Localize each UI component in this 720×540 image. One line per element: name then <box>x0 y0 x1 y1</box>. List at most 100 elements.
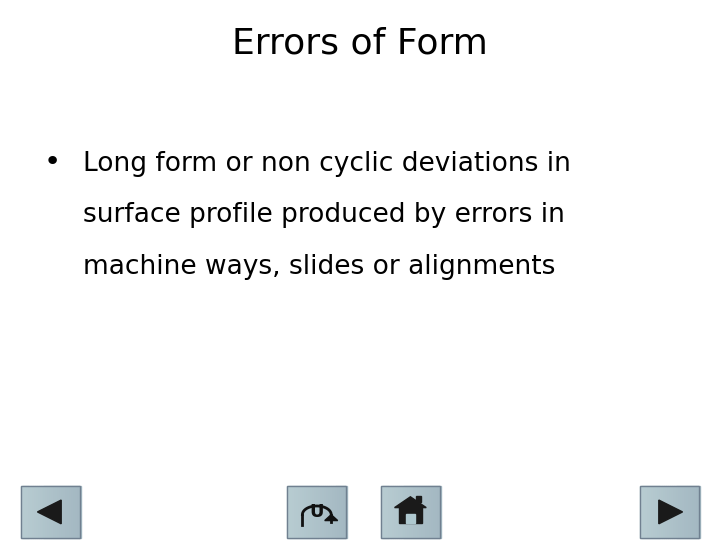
Bar <box>307 486 310 538</box>
Bar <box>697 486 700 538</box>
Bar <box>289 486 292 538</box>
Bar <box>667 486 670 538</box>
Bar <box>320 486 323 538</box>
Polygon shape <box>395 497 426 508</box>
Polygon shape <box>37 500 61 524</box>
Bar <box>691 486 694 538</box>
Bar <box>287 486 346 538</box>
Bar <box>381 486 440 538</box>
Bar <box>434 486 437 538</box>
Text: U: U <box>310 503 324 521</box>
Bar <box>323 486 325 538</box>
Bar <box>315 486 318 538</box>
Bar <box>291 486 294 538</box>
Bar <box>662 486 665 538</box>
Bar <box>399 507 422 523</box>
Bar <box>430 486 433 538</box>
Text: Long form or non cyclic deviations in: Long form or non cyclic deviations in <box>83 151 571 177</box>
Bar <box>39 486 41 538</box>
Bar <box>670 486 672 538</box>
Bar <box>328 486 331 538</box>
Bar <box>644 486 647 538</box>
Bar <box>422 486 425 538</box>
Bar <box>696 486 698 538</box>
Bar <box>418 486 421 538</box>
Bar <box>666 486 668 538</box>
Bar <box>654 486 657 538</box>
Bar <box>336 486 339 538</box>
Bar <box>23 486 25 538</box>
Bar <box>31 486 33 538</box>
Bar <box>664 486 667 538</box>
Bar <box>389 486 392 538</box>
Bar <box>311 486 314 538</box>
Bar <box>395 486 397 538</box>
Bar <box>414 486 417 538</box>
Bar <box>392 486 395 538</box>
Bar <box>45 486 48 538</box>
Text: machine ways, slides or alignments: machine ways, slides or alignments <box>83 254 555 280</box>
Bar <box>24 486 27 538</box>
Bar <box>40 486 43 538</box>
Bar <box>299 486 302 538</box>
Bar <box>32 486 35 538</box>
Bar <box>60 486 63 538</box>
Bar <box>660 486 662 538</box>
Bar <box>54 486 57 538</box>
Bar <box>293 486 296 538</box>
Bar <box>76 486 78 538</box>
Bar <box>688 486 690 538</box>
Bar <box>29 486 32 538</box>
Bar <box>693 486 696 538</box>
Bar <box>78 486 81 538</box>
Bar <box>50 486 53 538</box>
Bar <box>424 486 427 538</box>
Bar <box>681 486 684 538</box>
Bar <box>436 486 438 538</box>
Bar <box>381 486 384 538</box>
Bar <box>37 486 40 538</box>
Bar <box>62 486 65 538</box>
Bar <box>400 486 403 538</box>
Bar <box>640 486 699 538</box>
Bar <box>432 486 435 538</box>
Bar <box>21 486 24 538</box>
Bar <box>301 486 304 538</box>
Bar <box>658 486 660 538</box>
Bar <box>408 486 411 538</box>
Bar <box>650 486 652 538</box>
Bar <box>303 486 306 538</box>
Bar <box>413 486 415 538</box>
Bar <box>56 486 59 538</box>
Bar <box>53 486 55 538</box>
Bar <box>297 486 300 538</box>
Bar <box>305 486 307 538</box>
Bar <box>74 486 77 538</box>
Text: •: • <box>43 148 60 177</box>
Bar <box>438 486 441 538</box>
Bar <box>640 486 643 538</box>
Bar <box>410 486 413 538</box>
Bar <box>383 486 385 538</box>
Bar <box>287 486 290 538</box>
Bar <box>685 486 688 538</box>
Bar <box>325 486 328 538</box>
Bar <box>66 486 69 538</box>
Bar <box>397 486 400 538</box>
Bar <box>70 486 73 538</box>
Bar <box>47 486 49 538</box>
Bar <box>420 486 423 538</box>
Text: surface profile produced by errors in: surface profile produced by errors in <box>83 202 564 228</box>
Bar <box>405 486 408 538</box>
Bar <box>317 486 320 538</box>
Bar <box>672 486 674 538</box>
Bar <box>689 486 692 538</box>
Bar <box>673 486 676 538</box>
Bar <box>58 486 61 538</box>
Bar <box>344 486 347 538</box>
Bar <box>391 486 393 538</box>
Polygon shape <box>325 515 338 521</box>
Bar <box>295 486 298 538</box>
Bar <box>338 486 341 538</box>
Bar <box>343 486 345 538</box>
